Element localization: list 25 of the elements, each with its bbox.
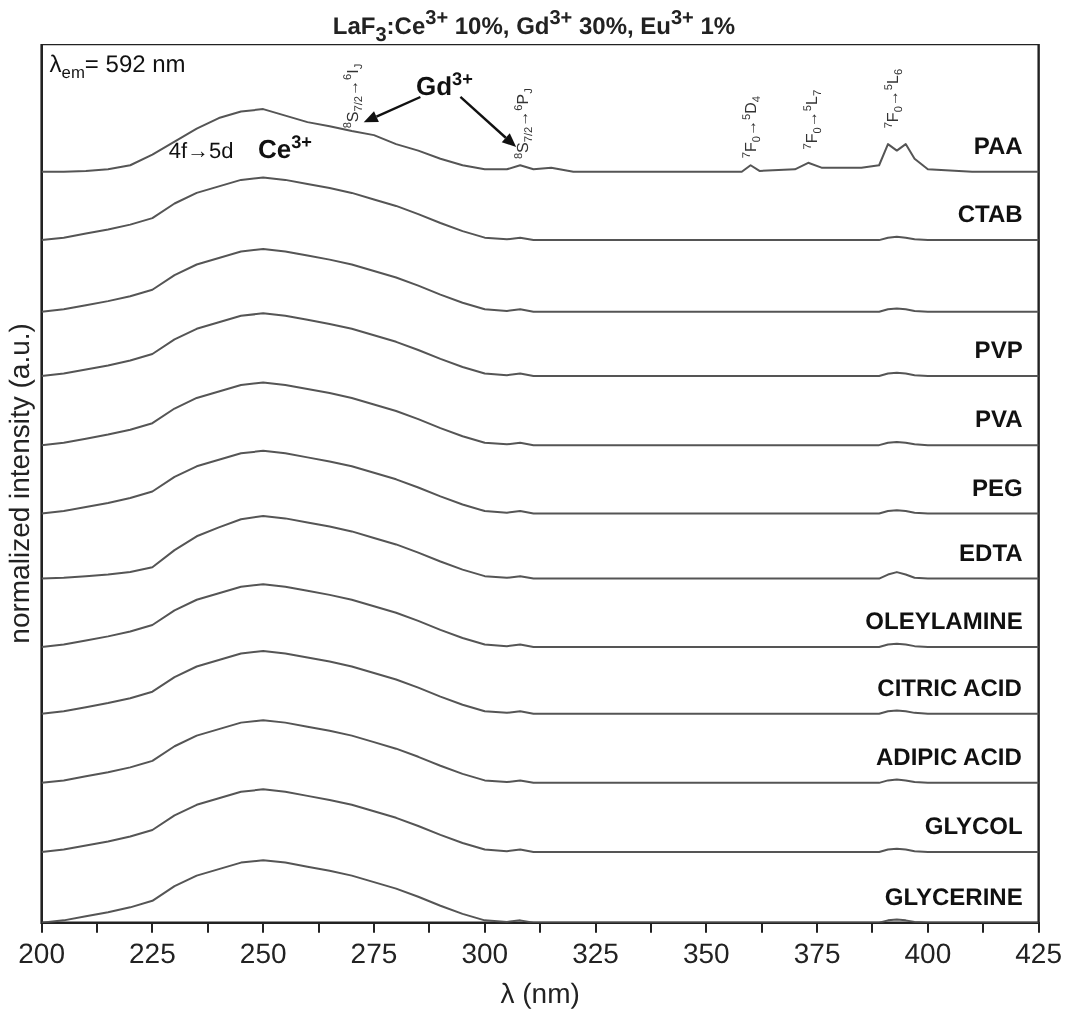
series-label: ADIPIC ACID — [875, 742, 1023, 771]
series-label: GLYCERINE — [884, 882, 1023, 911]
series-label: OLEYLAMINE — [865, 606, 1023, 635]
x-tick-label: 400 — [904, 937, 952, 970]
x-tick-label: 375 — [793, 937, 841, 970]
x-tick-label: 275 — [350, 937, 398, 970]
series-label: CITRIC ACID — [877, 673, 1023, 702]
series-label: PVA — [975, 405, 1024, 434]
series-label: GLYCOL — [924, 812, 1023, 841]
x-tick-label: 350 — [682, 937, 731, 970]
series-label: EDTA — [959, 538, 1024, 567]
x-axis-title: λ (nm) — [500, 976, 580, 1009]
x-tick-label: 325 — [572, 937, 620, 970]
x-tick-label: 425 — [1015, 937, 1063, 970]
x-tick-label: 250 — [239, 937, 287, 970]
x-tick-label: 225 — [129, 937, 177, 970]
y-axis-title: normalized intensity (a.u.) — [2, 323, 35, 644]
x-tick-label: 200 — [18, 937, 66, 970]
series-label: PEG — [971, 473, 1023, 502]
x-tick-label: 300 — [461, 937, 509, 970]
series-label: PAA — [973, 131, 1024, 160]
chart-title: LaF$_{3}$:Ce$^{3+}$ 10%, Gd$^{3+}$ 30%, Eu$^{3+}$ 1% — [332, 8, 736, 47]
series-label: CTAB — [957, 200, 1024, 229]
annotation: 4f→5d — [168, 140, 234, 165]
series-label: PVP — [974, 335, 1023, 364]
